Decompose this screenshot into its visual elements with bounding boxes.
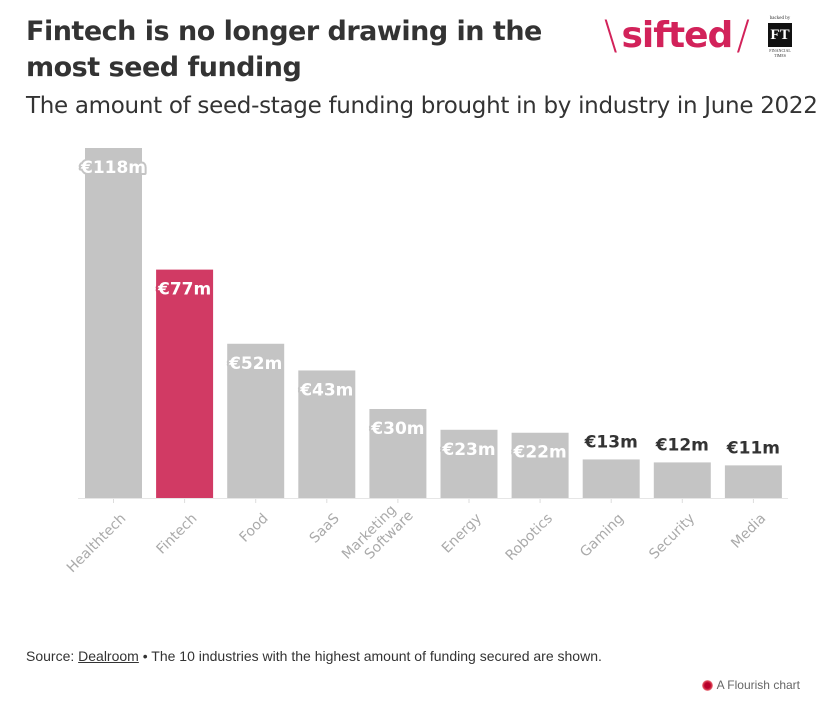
bar-saas[interactable] — [298, 370, 356, 498]
source-prefix: Source: — [26, 648, 79, 664]
logo-slash-left: \ — [604, 13, 618, 59]
x-tick-label: Energy — [439, 511, 485, 557]
data-label: €77m — [157, 280, 211, 300]
bar-security[interactable] — [653, 462, 711, 498]
bar-energy[interactable] — [440, 429, 498, 498]
logo-slash-right: / — [736, 13, 750, 59]
flourish-credit[interactable]: A Flourish chart — [701, 678, 800, 692]
flourish-icon — [701, 679, 713, 691]
chart-footer: Source: Dealroom • The 10 industries wit… — [26, 648, 602, 664]
data-label: €52m — [228, 354, 282, 374]
footer-note: • The 10 industries with the highest amo… — [138, 648, 602, 664]
x-tick-label: Fintech — [153, 511, 200, 558]
bar-food[interactable] — [227, 343, 285, 498]
bar-media[interactable] — [724, 465, 782, 498]
flourish-credit-text: A Flourish chart — [716, 678, 800, 692]
ft-name: FINANCIAL TIMES — [769, 48, 791, 58]
data-label: €13m — [584, 432, 638, 452]
ft-logo-icon: FT — [768, 23, 792, 47]
data-label: €11m — [726, 438, 780, 458]
data-label: €43m — [299, 380, 353, 400]
backed-by-label: backed by — [769, 16, 791, 21]
source-link[interactable]: Dealroom — [78, 648, 139, 664]
bar-gaming[interactable] — [582, 459, 640, 498]
x-tick-label: MarketingSoftware — [339, 496, 417, 574]
x-tick-label: SaaS — [307, 511, 343, 547]
data-label: €12m — [655, 435, 709, 455]
x-tick-label: Robotics — [503, 511, 556, 564]
bar-robotics[interactable] — [511, 432, 569, 498]
x-tick-label: Food — [237, 511, 272, 546]
ft-badge: backed by FT FINANCIAL TIMES — [764, 16, 796, 58]
x-tick-label: Security — [646, 511, 698, 563]
bar-fintech[interactable] — [156, 269, 214, 498]
logo-wordmark: sifted — [621, 15, 733, 56]
data-label: €118m — [80, 158, 146, 178]
bar-marketing-software[interactable] — [369, 409, 427, 498]
data-label: €30m — [370, 419, 424, 439]
x-tick-label: Gaming — [577, 511, 627, 561]
sifted-logo[interactable]: \ sifted / — [604, 14, 750, 58]
chart-subtitle: The amount of seed-stage funding brought… — [26, 93, 818, 119]
bar-chart: €118m Healthtech €77m Fintech €52m Food €43m Sa… — [64, 148, 788, 577]
chart-title: Fintech is no longer drawing in the most… — [26, 16, 542, 83]
x-tick-label: Media — [728, 511, 769, 552]
x-tick-label: Healthtech — [64, 511, 130, 577]
data-label: €22m — [512, 443, 566, 463]
bar-healthtech[interactable] — [85, 148, 142, 498]
data-label: €23m — [441, 440, 495, 460]
